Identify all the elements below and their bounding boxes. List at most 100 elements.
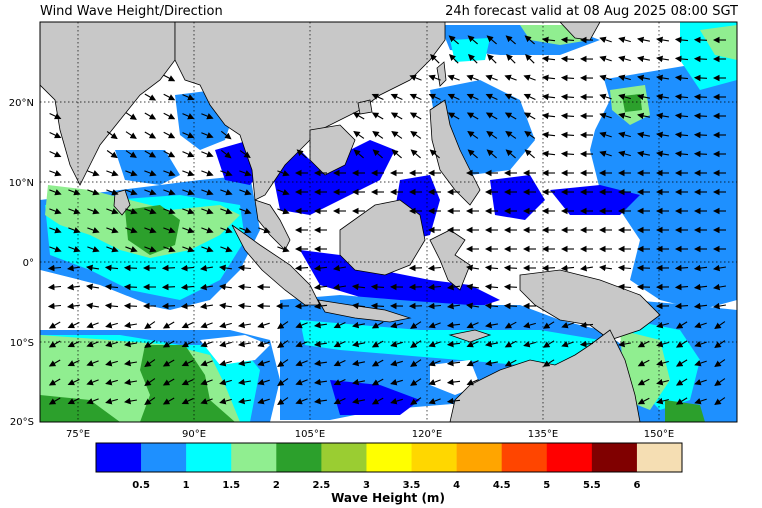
wave-direction-arrow: [599, 112, 612, 119]
wave-direction-arrow: [541, 55, 556, 63]
wave-direction-arrow: [447, 302, 460, 310]
wave-direction-arrow: [220, 227, 233, 234]
wave-direction-arrow: [447, 93, 460, 100]
wave-patch: [665, 400, 705, 422]
wave-direction-arrow: [68, 208, 81, 215]
wave-direction-arrow: [371, 93, 384, 100]
wave-direction-arrow: [524, 149, 535, 159]
wave-direction-arrows: [47, 35, 726, 406]
wave-direction-arrow: [446, 359, 461, 367]
wave-patch: [450, 38, 490, 62]
wave-direction-arrow: [410, 149, 421, 159]
wave-direction-arrow: [352, 340, 366, 348]
wave-direction-arrow: [144, 340, 156, 349]
wave-direction-arrow: [637, 397, 650, 405]
wave-direction-arrow: [409, 74, 422, 81]
wave-direction-arrow: [352, 397, 366, 405]
colorbar-swatch: [96, 443, 142, 472]
wave-direction-arrow: [580, 264, 593, 272]
wave-direction-arrow: [693, 150, 708, 158]
wave-direction-arrow: [487, 54, 497, 64]
wave-direction-arrow: [144, 246, 157, 253]
wave-direction-arrow: [428, 93, 441, 100]
wave-direction-arrow: [180, 264, 195, 272]
colorbar-tick-label: 2: [273, 480, 280, 491]
wave-direction-arrow: [409, 112, 422, 120]
lon-tick-label: 150°E: [644, 429, 674, 440]
colorbar-frame: [95, 442, 683, 473]
wave-direction-arrow: [466, 93, 479, 100]
colorbar-swatch: [276, 443, 322, 472]
wave-direction-arrow: [656, 340, 669, 348]
colorbar-swatch: [231, 443, 277, 472]
wave-direction-arrow: [656, 112, 669, 120]
wave-direction-arrow: [656, 74, 669, 82]
wave-direction-arrow: [277, 170, 290, 177]
wave-direction-arrow: [674, 36, 689, 44]
wave-direction-arrow: [219, 359, 232, 367]
wave-direction-arrow: [182, 132, 195, 139]
wave-direction-arrow: [200, 264, 213, 272]
wave-direction-arrow: [219, 378, 232, 386]
wave-direction-arrow: [674, 74, 689, 82]
wave-direction-arrow: [523, 321, 536, 329]
wave-direction-arrow: [182, 246, 195, 253]
wave-direction-arrow: [123, 302, 138, 310]
wave-direction-arrow: [430, 54, 440, 64]
wave-direction-arrow: [161, 264, 176, 272]
wave-direction-arrow: [579, 340, 594, 348]
wave-direction-arrow: [49, 189, 62, 196]
wave-direction-arrow: [161, 283, 176, 291]
wave-direction-arrow: [162, 321, 175, 329]
wave-direction-arrow: [220, 149, 232, 159]
wave-direction-arrow: [352, 321, 366, 329]
wave-direction-arrow: [219, 302, 232, 310]
wave-direction-arrow: [694, 360, 707, 367]
wave-direction-arrow: [238, 321, 251, 329]
wave-direction-arrow: [505, 130, 517, 139]
lat-tick-label: 20°N: [9, 98, 34, 109]
wave-direction-arrow: [144, 359, 156, 368]
wave-direction-arrow: [617, 264, 632, 272]
calm-area: [430, 360, 480, 395]
colorbar-swatch: [456, 443, 502, 472]
wave-direction-arrow: [86, 302, 99, 310]
wave-direction-arrow: [390, 397, 403, 405]
wave-direction-arrow: [125, 112, 137, 120]
wave-direction-arrow: [237, 302, 252, 310]
wave-direction-arrow: [449, 54, 459, 64]
wave-direction-arrow: [314, 321, 327, 329]
wave-direction-arrow: [637, 131, 651, 139]
wave-direction-arrow: [220, 130, 232, 140]
map-frame: [39, 21, 738, 423]
wave-direction-arrow: [333, 322, 346, 329]
wave-direction-arrow: [144, 189, 157, 196]
wave-patch: [40, 395, 120, 422]
wave-direction-arrow: [181, 360, 194, 367]
wave-direction-arrow: [523, 112, 536, 120]
wave-direction-arrow: [560, 264, 575, 272]
wave-direction-arrow: [467, 149, 478, 159]
wave-direction-arrow: [713, 264, 726, 272]
wave-direction-arrow: [67, 302, 80, 310]
wave-direction-arrow: [503, 302, 518, 310]
wave-direction-arrow: [674, 55, 689, 63]
wave-direction-arrow: [181, 322, 194, 329]
wave-direction-arrow: [161, 302, 176, 310]
wave-direction-arrow: [237, 283, 252, 291]
wave-direction-arrow: [714, 397, 726, 406]
wave-direction-arrow: [427, 302, 442, 310]
wave-direction-arrow: [67, 341, 80, 348]
wave-direction-arrow: [162, 359, 175, 367]
wave-direction-arrow: [277, 378, 289, 387]
wave-direction-arrow: [447, 112, 460, 120]
wave-direction-arrow: [560, 36, 575, 44]
wave-direction-arrow: [467, 130, 479, 139]
wave-direction-arrow: [125, 189, 138, 196]
land-australia: [449, 329, 641, 422]
calm-area: [560, 225, 620, 275]
wave-direction-arrow: [637, 378, 650, 386]
wave-direction-arrow: [67, 379, 80, 386]
wave-direction-arrow: [541, 150, 556, 158]
wave-direction-arrow: [163, 246, 176, 253]
